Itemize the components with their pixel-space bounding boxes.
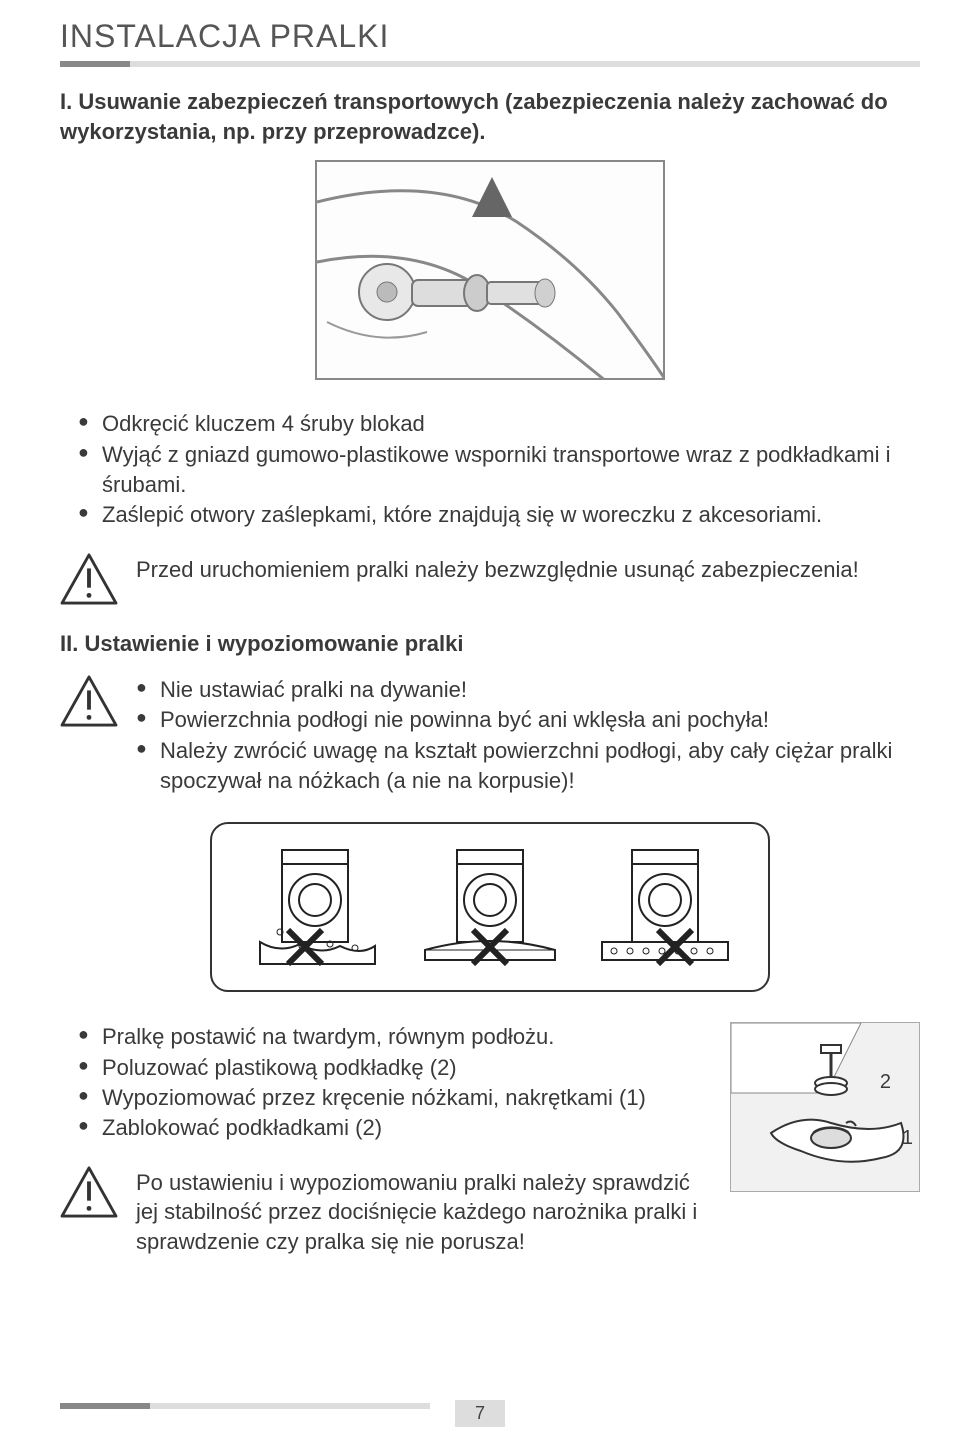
callout-label-2: 2 — [880, 1071, 891, 1094]
figure-leveling-foot: 2 1 — [730, 1022, 920, 1192]
list-item: Wypoziomować przez kręcenie nóżkami, nak… — [78, 1083, 710, 1113]
list-item: Zablokować podkładkami (2) — [78, 1113, 710, 1143]
section2-bullets2: Pralkę postawić na twardym, równym podło… — [78, 1022, 710, 1143]
leveling-block: Pralkę postawić na twardym, równym podło… — [60, 1022, 920, 1257]
warning-block-2: Nie ustawiać pralki na dywanie! Powierzc… — [60, 675, 920, 796]
list-item: Nie ustawiać pralki na dywanie! — [136, 675, 920, 705]
section1-bullets: Odkręcić kluczem 4 śruby blokad Wyjąć z … — [78, 409, 920, 530]
list-item: Należy zwrócić uwagę na kształt powierzc… — [136, 736, 920, 797]
warning-block-3: Po ustawieniu i wypoziomowaniu pralki na… — [60, 1166, 710, 1257]
figure-wrong-surfaces — [60, 822, 920, 992]
warning-block-1: Przed uruchomieniem pralki należy bezwzg… — [60, 553, 920, 605]
list-item: Pralkę postawić na twardym, równym podło… — [78, 1022, 710, 1052]
warning-icon — [60, 675, 118, 727]
section1-heading: I. Usuwanie zabezpieczeń transportowych … — [60, 87, 920, 146]
figure-transport-bolt — [60, 160, 920, 385]
warning-icon — [60, 1166, 118, 1218]
section2-warn-bullets: Nie ustawiać pralki na dywanie! Powierzc… — [136, 675, 920, 796]
list-item: Wyjąć z gniazd gumowo-plastikowe wsporni… — [78, 440, 920, 501]
warning-text: Po ustawieniu i wypoziomowaniu pralki na… — [136, 1166, 710, 1257]
list-item: Odkręcić kluczem 4 śruby blokad — [78, 409, 920, 439]
list-item: Poluzować plastikową podkładkę (2) — [78, 1053, 710, 1083]
title-underline — [60, 61, 920, 67]
page-title: INSTALACJA PRALKI — [60, 18, 920, 55]
callout-label-1: 1 — [902, 1127, 913, 1150]
list-item: Zaślepić otwory zaślepkami, które znajdu… — [78, 500, 920, 530]
list-item: Powierzchnia podłogi nie powinna być ani… — [136, 705, 920, 735]
warning-text: Przed uruchomieniem pralki należy bezwzg… — [136, 553, 859, 585]
warning-icon — [60, 553, 118, 605]
section2-heading: II. Ustawienie i wypoziomowanie pralki — [60, 631, 920, 657]
page-number: 7 — [455, 1400, 505, 1427]
